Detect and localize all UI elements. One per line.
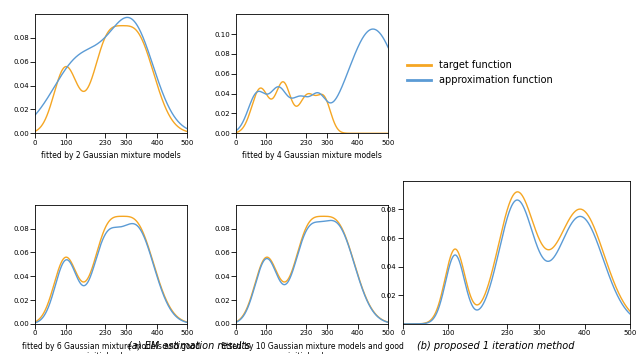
Legend: target function, approximation function: target function, approximation function	[403, 56, 556, 89]
X-axis label: fitted by 2 Gaussian mixture models: fitted by 2 Gaussian mixture models	[42, 151, 181, 160]
X-axis label: fitted by 10 Gaussian mixture models and good
initial values: fitted by 10 Gaussian mixture models and…	[221, 342, 404, 354]
X-axis label: fitted by 4 Gaussian mixture models: fitted by 4 Gaussian mixture models	[242, 151, 382, 160]
Text: (b) proposed 1 iteration method: (b) proposed 1 iteration method	[417, 341, 575, 351]
Text: (a) EM estimation results: (a) EM estimation results	[127, 341, 250, 351]
X-axis label: fitted by 6 Gaussian mixture models and good
initial values: fitted by 6 Gaussian mixture models and …	[22, 342, 200, 354]
